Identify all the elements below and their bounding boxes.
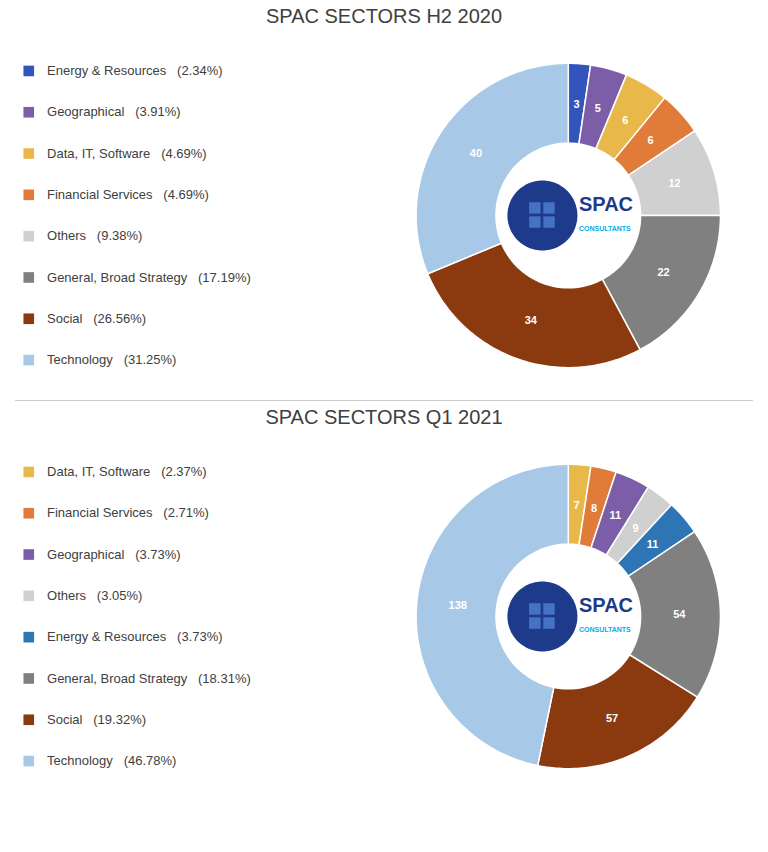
svg-text:3: 3 [573, 98, 579, 110]
svg-text:Financial Services (2.71%): Financial Services (2.71%) [47, 505, 209, 520]
svg-text:8: 8 [591, 502, 597, 514]
svg-text:Data, IT, Software (4.69%): Data, IT, Software (4.69%) [47, 146, 207, 161]
svg-text:Data, IT, Software (2.37%): Data, IT, Software (2.37%) [47, 464, 207, 479]
svg-text:Geographical (3.91%): Geographical (3.91%) [47, 104, 181, 119]
svg-text:11: 11 [647, 538, 659, 550]
svg-text:6: 6 [648, 134, 654, 146]
svg-text:Geographical (3.73%): Geographical (3.73%) [47, 547, 181, 562]
html-text:SPAC SECTORS Q1 2021: SPAC SECTORS Q1 2021 [265, 406, 503, 428]
svg-text:CONSULTANTS: CONSULTANTS [579, 626, 631, 633]
svg-text:57: 57 [606, 712, 618, 724]
svg-text:22: 22 [657, 266, 669, 278]
svg-text:11: 11 [609, 509, 621, 521]
svg-text:12: 12 [668, 177, 680, 189]
svg-text:Others (9.38%): Others (9.38%) [47, 228, 142, 243]
svg-text:CONSULTANTS: CONSULTANTS [579, 225, 631, 232]
svg-text:54: 54 [673, 608, 686, 620]
html-text:SPAC SECTORS H2 2020: SPAC SECTORS H2 2020 [266, 5, 502, 27]
svg-text:SPAC: SPAC [579, 193, 633, 215]
svg-text:Financial Services (4.69%): Financial Services (4.69%) [47, 187, 209, 202]
svg-text:5: 5 [595, 102, 601, 114]
svg-text:Energy & Resources (2.34%): Energy & Resources (2.34%) [47, 63, 223, 78]
svg-text:Social (26.56%): Social (26.56%) [47, 311, 146, 326]
svg-text:7: 7 [573, 499, 579, 511]
svg-text:SPAC: SPAC [579, 594, 633, 616]
svg-text:Energy & Resources (3.73%): Energy & Resources (3.73%) [47, 629, 223, 644]
svg-text:Others (3.05%): Others (3.05%) [47, 588, 142, 603]
svg-text:General, Broad Strategy (18.: General, Broad Strategy (18.31%) [47, 671, 251, 686]
svg-text:34: 34 [525, 314, 538, 326]
svg-text:138: 138 [449, 599, 467, 611]
svg-text:Technology (46.78%): Technology (46.78%) [47, 753, 176, 768]
svg-text:40: 40 [470, 147, 482, 159]
svg-text:9: 9 [632, 522, 638, 534]
svg-text:General, Broad Strategy (17.: General, Broad Strategy (17.19%) [47, 270, 251, 285]
svg-text:Technology (31.25%): Technology (31.25%) [47, 352, 176, 367]
svg-text:6: 6 [622, 114, 628, 126]
svg-text:Social (19.32%): Social (19.32%) [47, 712, 146, 727]
